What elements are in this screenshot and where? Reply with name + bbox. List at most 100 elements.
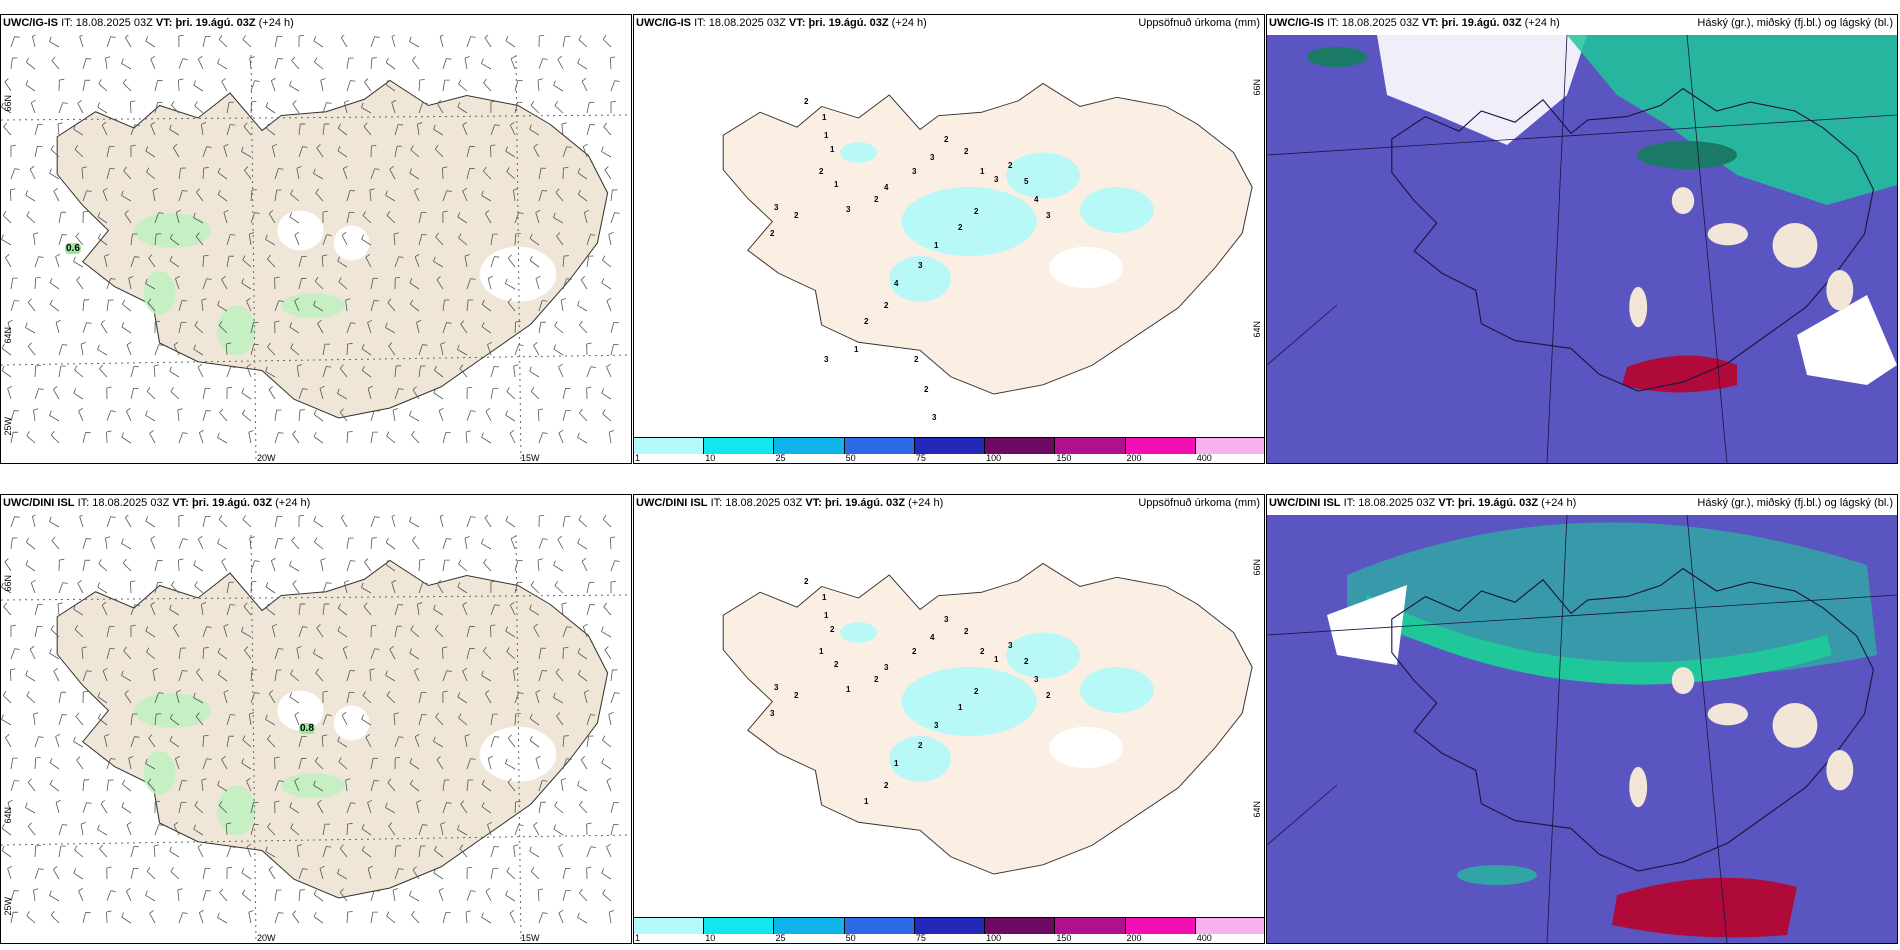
wind-barb-flag xyxy=(105,56,111,59)
wind-barb-flag xyxy=(194,801,198,806)
wind-barb xyxy=(394,256,400,268)
cloud-free-patch xyxy=(1671,187,1695,215)
wind-barb xyxy=(150,604,156,616)
wind-barb xyxy=(130,604,136,616)
wind-barb-flag xyxy=(481,321,485,327)
wind-map[interactable] xyxy=(1,515,631,943)
wind-barb xyxy=(244,169,252,180)
wind-barb-flag xyxy=(292,430,297,435)
wind-barb xyxy=(102,190,108,202)
wind-barb-flag xyxy=(465,910,471,913)
wind-barb xyxy=(250,190,253,202)
wind-barb xyxy=(418,212,422,224)
wind-barb-flag xyxy=(121,538,124,544)
wind-barb xyxy=(313,414,324,422)
wind-barb-flag xyxy=(25,802,28,808)
wind-barb xyxy=(76,279,84,290)
wind-barb-flag xyxy=(223,143,229,147)
wind-barb-flag xyxy=(104,733,110,737)
wind-barb xyxy=(436,759,444,770)
wind-barb xyxy=(265,719,276,726)
wind-barb-flag xyxy=(558,909,564,914)
colorbar-cell xyxy=(1055,918,1126,934)
precip-map[interactable] xyxy=(634,515,1264,919)
precip-value-label: 5 xyxy=(1024,177,1029,186)
wind-barb xyxy=(121,436,132,444)
wind-barb-flag xyxy=(392,408,398,411)
wind-barb-flag xyxy=(290,823,294,829)
wind-barb xyxy=(57,604,60,616)
wind-barb-flag xyxy=(230,604,236,606)
wind-barb xyxy=(201,780,204,792)
iceland-outline xyxy=(1391,567,1874,872)
wind-barb-flag xyxy=(337,626,341,631)
wind-barb-flag xyxy=(83,210,89,213)
wind-barb xyxy=(361,587,372,594)
wind-barb-flag xyxy=(494,604,500,606)
wind-barb xyxy=(217,172,228,180)
wind-barb-flag xyxy=(319,385,325,389)
wind-barb xyxy=(178,912,184,924)
wind-barb-flag xyxy=(294,231,300,236)
wind-barb xyxy=(434,849,444,858)
wind-barb xyxy=(579,804,588,814)
wind-barb xyxy=(51,540,60,550)
wind-barb-flag xyxy=(169,604,172,610)
wind-barb xyxy=(462,124,468,136)
colorbar-cell xyxy=(985,918,1056,934)
precip-value-label: 1 xyxy=(819,647,824,656)
wind-barb-flag xyxy=(422,344,428,346)
wind-barb xyxy=(223,692,228,704)
wind-barb-flag xyxy=(609,430,615,433)
wind-barb xyxy=(586,604,591,616)
panel-title: UWC/DINI ISL IT: 18.08.2025 03Z VT: þri.… xyxy=(3,497,311,509)
wind-barb xyxy=(577,542,588,550)
wind-barb xyxy=(562,410,567,422)
wind-barb xyxy=(339,848,348,858)
wind-barb xyxy=(514,582,518,594)
wind-barb-flag xyxy=(77,99,82,104)
wind-barb-flag xyxy=(134,256,140,258)
colorbar-cell xyxy=(634,438,705,454)
wind-barb-flag xyxy=(121,802,125,808)
wind-barb xyxy=(339,892,348,902)
cloud-map[interactable] xyxy=(1267,515,1897,943)
wind-barb xyxy=(507,258,516,268)
wind-map[interactable] xyxy=(1,35,631,463)
wind-barb-flag xyxy=(433,868,437,874)
wind-barb xyxy=(241,872,252,880)
wind-barb xyxy=(154,824,160,836)
cloud-map[interactable] xyxy=(1267,35,1897,463)
wind-barb-flag xyxy=(203,255,209,257)
wind-barb xyxy=(242,739,252,748)
wind-barb-flag xyxy=(586,822,592,825)
wind-barb xyxy=(582,626,588,638)
wind-barb xyxy=(346,431,349,444)
wind-barb xyxy=(26,541,36,550)
wind-barb xyxy=(385,62,396,70)
wind-barb xyxy=(579,324,588,334)
wind-barb-flag xyxy=(416,799,422,803)
wind-barb xyxy=(538,780,543,792)
wind-barb xyxy=(313,40,324,48)
wind-barb xyxy=(171,584,180,594)
wind-barb-flag xyxy=(414,187,419,192)
wind-barb-flag xyxy=(505,626,508,632)
wind-barb xyxy=(274,300,280,312)
wind-barb xyxy=(126,824,132,836)
wind-barb-flag xyxy=(442,166,448,169)
precip-map[interactable] xyxy=(634,35,1264,439)
wind-barb xyxy=(363,126,372,136)
precip-value-label: 2 xyxy=(794,211,799,220)
wind-barb-flag xyxy=(57,602,63,605)
wind-barb-flag xyxy=(298,35,305,37)
cloud-free-patch xyxy=(1707,223,1748,246)
wind-barb xyxy=(97,106,108,114)
wind-barb xyxy=(313,520,324,528)
wind-barb-flag xyxy=(392,888,398,891)
wind-barb-flag xyxy=(529,846,532,852)
wind-barb-flag xyxy=(121,190,124,196)
precip-value-label: 2 xyxy=(864,317,869,326)
wind-barb-flag xyxy=(217,189,221,195)
wind-barb xyxy=(458,83,468,92)
